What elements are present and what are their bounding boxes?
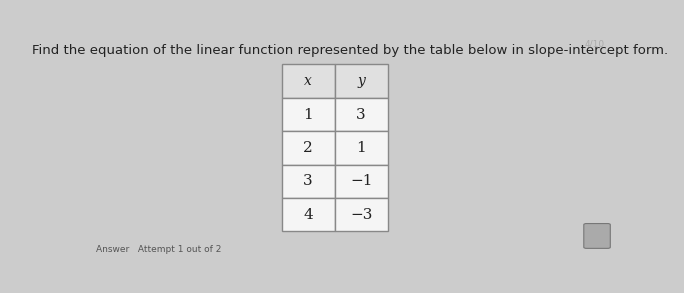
Bar	[334, 198, 388, 231]
Bar	[282, 131, 334, 165]
Text: 3: 3	[356, 108, 366, 122]
Bar	[334, 98, 388, 131]
Text: x: x	[304, 74, 312, 88]
Text: −3: −3	[350, 208, 372, 222]
Bar	[334, 64, 388, 98]
Text: 1: 1	[303, 108, 313, 122]
Bar	[334, 165, 388, 198]
Text: y: y	[357, 74, 365, 88]
Bar	[282, 165, 334, 198]
Bar	[334, 131, 388, 165]
Text: 4/10: 4/10	[585, 40, 605, 49]
Bar	[282, 64, 334, 98]
FancyBboxPatch shape	[583, 224, 610, 248]
Text: 1: 1	[356, 141, 366, 155]
Bar	[282, 98, 334, 131]
Text: Find the equation of the linear function represented by the table below in slope: Find the equation of the linear function…	[32, 44, 669, 57]
Bar	[282, 198, 334, 231]
Text: 2: 2	[303, 141, 313, 155]
Text: −1: −1	[350, 174, 372, 188]
Text: 3: 3	[303, 174, 313, 188]
Text: Answer   Attempt 1 out of 2: Answer Attempt 1 out of 2	[96, 245, 222, 254]
Text: 4: 4	[303, 208, 313, 222]
